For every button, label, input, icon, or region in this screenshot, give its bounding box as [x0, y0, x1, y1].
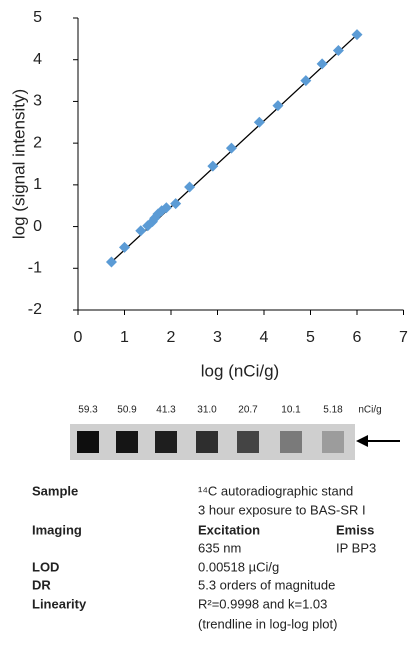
point [184, 181, 196, 193]
conc-label: 5.18 [323, 405, 343, 416]
spec-value: 3 hour exposure to BAS-SR I [198, 502, 366, 517]
strip-image [70, 424, 355, 460]
spot [322, 431, 344, 453]
spec-label: Imaging [32, 522, 82, 537]
point [160, 202, 172, 214]
x-tick-label: 6 [353, 329, 362, 346]
conc-unit: nCi/g [358, 405, 381, 416]
point [170, 198, 182, 210]
y-tick-label: -1 [28, 260, 42, 277]
point [207, 160, 219, 172]
spec-label: Sample [32, 483, 78, 498]
spec-value: R²=0.9998 and k=1.03 [198, 596, 327, 611]
spec-value: 635 nm [198, 540, 241, 555]
y-tick-label: 5 [33, 9, 42, 26]
x-tick-label: 2 [167, 329, 176, 346]
y-tick-label: 4 [33, 51, 42, 68]
point [332, 45, 344, 57]
x-tick-label: 4 [260, 329, 269, 346]
conc-label: 59.3 [78, 405, 98, 416]
y-axis-label: log (signal intensity) [9, 89, 28, 239]
point [272, 100, 284, 112]
y-tick-label: 1 [33, 176, 42, 193]
y-tick-label: 3 [33, 93, 42, 110]
x-tick-label: 5 [306, 329, 315, 346]
spec-value: (trendline in log-log plot) [198, 616, 337, 631]
specs: Sample ¹⁴C autoradiographic stand 3 hour… [32, 483, 376, 631]
spec-value: ¹⁴C autoradiographic stand [198, 483, 353, 498]
x-tick-label: 3 [213, 329, 222, 346]
spec-value: IP BP3 [336, 540, 376, 555]
point [105, 256, 117, 268]
spec-value: 0.00518 µCi/g [198, 559, 279, 574]
spot [196, 431, 218, 453]
x-tick-label: 0 [74, 329, 83, 346]
spec-head: Emiss [336, 522, 374, 537]
point [300, 75, 312, 87]
arrow [356, 435, 400, 447]
conc-label: 31.0 [197, 405, 217, 416]
conc-label: 10.1 [281, 405, 301, 416]
point [253, 116, 265, 128]
y-tick-label: 0 [33, 218, 42, 235]
point [135, 225, 147, 237]
x-tick-label: 7 [399, 329, 408, 346]
conc-label: 50.9 [117, 405, 137, 416]
point [351, 29, 363, 41]
conc-label: 20.7 [238, 405, 258, 416]
point [225, 142, 237, 154]
spot [77, 431, 99, 453]
spec-label: LOD [32, 559, 59, 574]
y-tick-label: -2 [28, 301, 42, 318]
spec-value: 5.3 orders of magnitude [198, 577, 335, 592]
spot [116, 431, 138, 453]
x-axis-label: log (nCi/g) [201, 361, 279, 380]
conc-label: 41.3 [156, 405, 176, 416]
point [316, 58, 328, 70]
spec-label: DR [32, 577, 51, 592]
spec-head: Excitation [198, 522, 260, 537]
spec-label: Linearity [32, 596, 87, 611]
strip-labels: 59.3 50.9 41.3 31.0 20.7 10.1 5.18 nCi/g [78, 405, 381, 416]
x-tick-label: 1 [120, 329, 129, 346]
spot [280, 431, 302, 453]
y-tick-label: 2 [33, 134, 42, 151]
point [119, 241, 130, 253]
spot [237, 431, 259, 453]
spot [155, 431, 177, 453]
